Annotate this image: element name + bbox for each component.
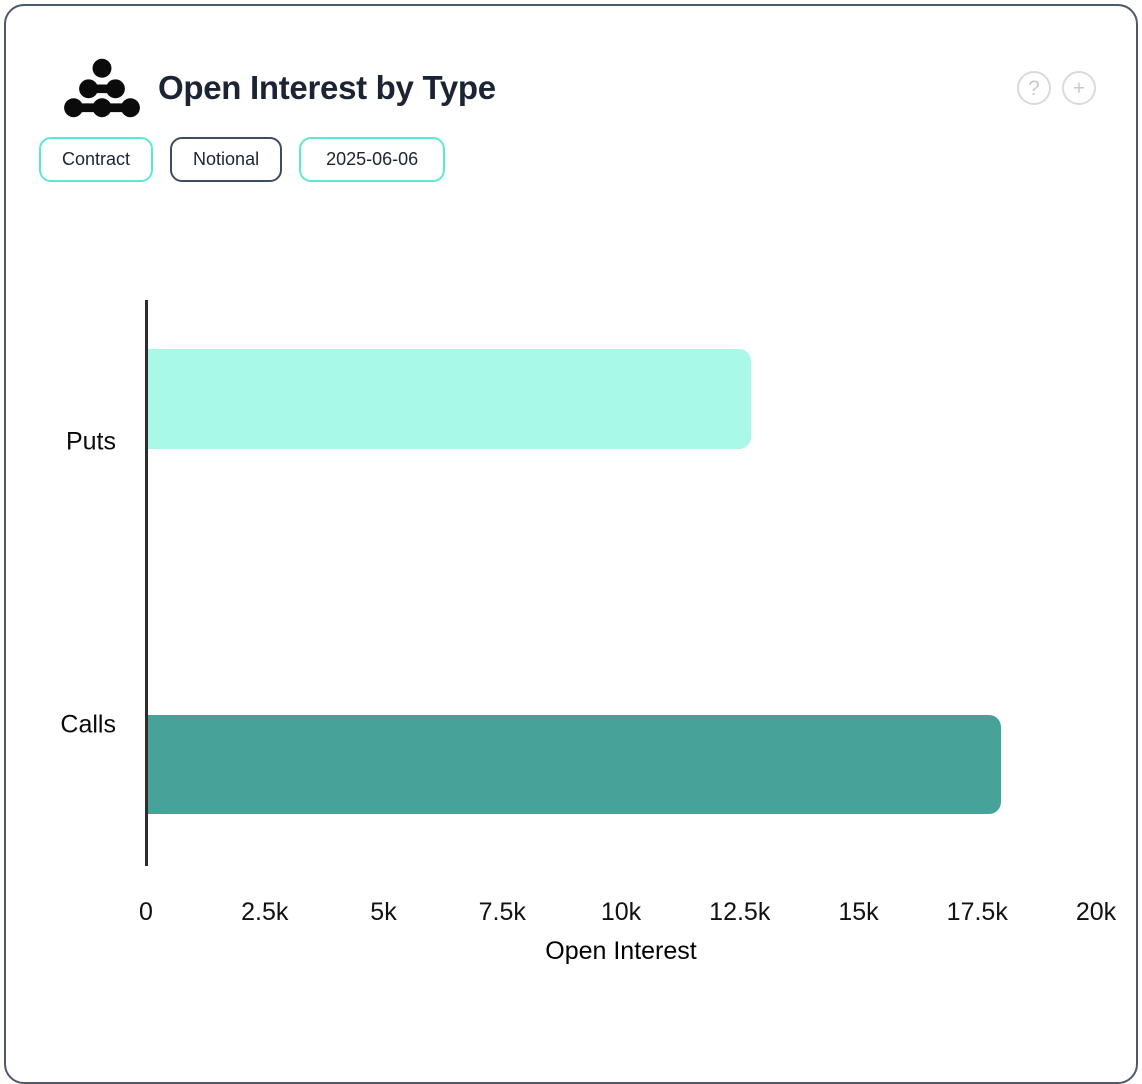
notional-button[interactable]: Notional [170,137,283,182]
x-tick-label: 0 [139,898,153,926]
x-tick-label: 2.5k [241,898,289,926]
x-axis-title: Open Interest [545,937,697,965]
x-tick-label: 20k [1075,898,1117,926]
x-tick-label: 17.5k [946,898,1008,926]
x-tick-label: 15k [838,898,879,926]
x-tick-label: 10k [600,898,642,926]
toolbar: Contract Notional 2025-06-06 [39,137,446,182]
help-glyph: ? [1028,76,1040,100]
amberdata-logo-icon [62,58,142,118]
add-icon[interactable]: + [1062,71,1096,105]
add-glyph: + [1072,76,1086,100]
date-button[interactable]: 2025-06-06 [299,137,446,182]
bar-puts[interactable] [148,349,752,449]
help-icon[interactable]: ? [1017,71,1051,105]
contract-button[interactable]: Contract [39,137,154,182]
x-axis-tick-labels: 0 2.5k 5k 7.5k 10k 12.5k 15k 17.5k 20k [139,898,1116,930]
page-title: Open Interest by Type [158,69,496,106]
chart-card: Open Interest by Type ? + Contract Notio… [4,4,1138,1084]
bar-chart-plot-area: Puts Calls [60,300,1098,866]
x-tick-label: 7.5k [478,898,526,926]
x-tick-label: 12.5k [709,898,771,926]
y-category-label-calls: Calls [60,710,116,738]
y-category-label-puts: Puts [65,427,116,455]
x-tick-label: 5k [370,898,397,926]
card-header: Open Interest by Type ? + [62,56,1096,120]
bar-calls[interactable] [148,715,1001,814]
header-icons: ? + [1017,71,1096,105]
